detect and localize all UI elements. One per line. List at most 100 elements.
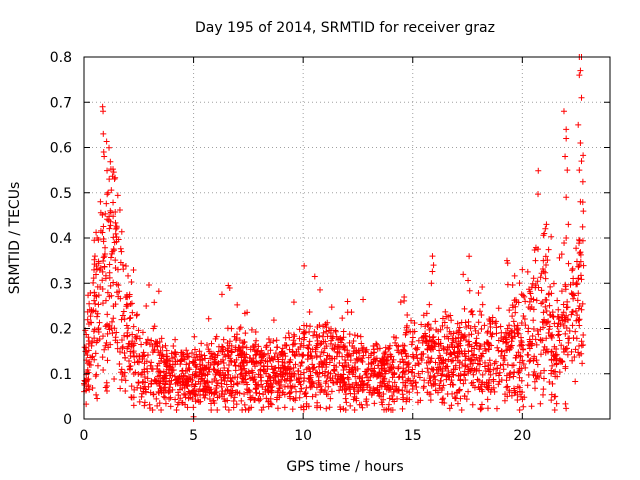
data-point xyxy=(104,289,111,296)
data-point xyxy=(224,387,231,394)
data-point xyxy=(212,335,219,342)
data-point xyxy=(215,348,222,355)
data-point xyxy=(456,348,463,355)
data-point xyxy=(125,343,132,350)
data-point xyxy=(241,401,248,408)
data-point xyxy=(323,343,330,350)
data-point xyxy=(102,210,109,217)
data-point xyxy=(320,388,327,395)
data-point xyxy=(484,396,491,403)
data-point xyxy=(476,308,483,315)
data-point xyxy=(166,395,173,402)
data-point xyxy=(470,360,477,367)
data-point xyxy=(487,320,494,327)
data-point xyxy=(279,345,286,352)
data-point xyxy=(450,337,457,344)
data-point xyxy=(530,306,537,313)
data-point xyxy=(283,342,290,349)
data-point xyxy=(461,332,468,339)
data-point xyxy=(303,384,310,391)
data-point xyxy=(104,191,111,198)
data-point xyxy=(475,319,482,326)
data-point xyxy=(511,387,518,394)
data-point xyxy=(203,342,210,349)
data-point xyxy=(119,312,126,319)
data-point xyxy=(312,391,319,398)
data-point xyxy=(527,305,534,312)
data-point xyxy=(556,356,563,363)
data-point xyxy=(448,377,455,384)
data-point xyxy=(526,288,533,295)
data-point xyxy=(455,334,462,341)
data-point xyxy=(548,391,555,398)
data-point xyxy=(122,262,129,269)
data-point xyxy=(141,399,148,406)
data-point xyxy=(218,291,225,298)
data-point xyxy=(401,293,408,300)
data-point xyxy=(467,325,474,332)
data-point xyxy=(437,352,444,359)
data-point xyxy=(461,392,468,399)
data-point xyxy=(554,297,561,304)
data-point xyxy=(250,343,257,350)
data-point xyxy=(354,388,361,395)
data-point xyxy=(112,219,119,226)
data-point xyxy=(122,377,129,384)
data-point xyxy=(461,372,468,379)
data-point xyxy=(95,301,102,308)
data-point xyxy=(508,392,515,399)
data-point xyxy=(189,350,196,357)
data-point xyxy=(367,373,374,380)
data-point xyxy=(454,329,461,336)
data-point xyxy=(488,342,495,349)
data-point xyxy=(423,310,430,317)
data-point xyxy=(85,347,92,354)
data-point xyxy=(468,380,475,387)
data-point xyxy=(315,363,322,370)
data-point xyxy=(319,364,326,371)
data-point xyxy=(574,297,581,304)
data-point xyxy=(197,380,204,387)
data-point xyxy=(504,361,511,368)
data-point xyxy=(165,389,172,396)
data-point xyxy=(213,385,220,392)
data-point xyxy=(223,381,230,388)
data-point xyxy=(553,345,560,352)
data-point xyxy=(548,356,555,363)
data-point xyxy=(179,368,186,375)
data-point xyxy=(465,388,472,395)
data-point xyxy=(562,330,569,337)
data-point xyxy=(426,326,433,333)
data-point xyxy=(313,384,320,391)
data-point xyxy=(224,347,231,354)
data-point xyxy=(278,348,285,355)
data-point xyxy=(434,364,441,371)
data-point xyxy=(447,312,454,319)
data-point xyxy=(563,235,570,241)
data-point xyxy=(546,323,553,330)
data-point xyxy=(345,352,352,359)
data-point xyxy=(85,369,92,376)
data-point xyxy=(478,381,485,388)
data-point xyxy=(286,346,293,353)
data-point xyxy=(177,358,184,365)
data-point xyxy=(121,350,128,357)
data-point xyxy=(139,329,146,336)
data-point xyxy=(501,397,508,404)
data-point xyxy=(436,385,443,392)
data-point xyxy=(111,375,118,382)
data-point xyxy=(517,353,524,360)
data-point xyxy=(391,379,398,386)
data-point xyxy=(212,359,219,366)
data-point xyxy=(206,366,213,373)
data-point xyxy=(278,382,285,389)
data-point xyxy=(110,213,117,220)
data-point xyxy=(109,330,116,337)
data-point xyxy=(252,329,259,336)
data-point xyxy=(443,313,450,320)
data-point xyxy=(128,300,135,307)
data-point xyxy=(170,366,177,373)
data-point xyxy=(550,280,557,287)
data-point xyxy=(192,392,199,399)
data-point xyxy=(327,395,334,402)
